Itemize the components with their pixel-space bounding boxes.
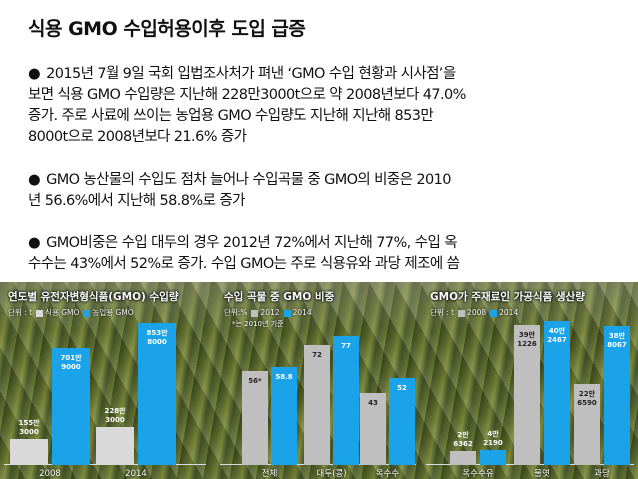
bar-value-label: 228만 3000 xyxy=(104,406,126,424)
category-label: 2008 xyxy=(39,469,61,479)
bar-value-label: 52 xyxy=(397,384,407,393)
legend-swatch xyxy=(458,309,466,317)
bar-value-label: 40만 2467 xyxy=(547,327,567,345)
bar: 72 xyxy=(304,344,330,465)
bullet-paragraph-3: ● GMO비중은 수입 대두의 경우 2012년 72%에서 지난해 77%, 수… xyxy=(28,233,614,275)
bar: 77 xyxy=(333,336,359,465)
legend-label: 2014 xyxy=(499,308,519,317)
bar: 4만 2190 xyxy=(480,430,506,465)
bar: 40만 2467 xyxy=(544,321,570,465)
legend-swatch xyxy=(251,309,259,317)
bar: 52 xyxy=(389,378,415,465)
category-label: 전체 xyxy=(261,469,278,479)
bar: 22만 6590 xyxy=(574,384,600,465)
bullet-line: GMO비중은 수입 대두의 경우 2012년 72%에서 지난해 77%, 수입… xyxy=(46,235,457,251)
bullet-line: GMO 농산물의 수입도 점차 늘어나 수입곡물 중 GMO의 비중은 2010 xyxy=(46,172,451,188)
legend-unit: 단위 : t xyxy=(8,308,33,317)
chart-legend: 단위:% 2012 2014 xyxy=(224,307,312,318)
category-label: 2014 xyxy=(125,469,147,479)
bullet-line: 수수는 43%에서 52%로 증가. 수입 GMO는 주로 식용유와 과당 제조… xyxy=(28,256,460,272)
chart-note: *는 2010년 기준 xyxy=(232,320,284,328)
chart-legend: 단위 : t 2008 2014 xyxy=(430,307,518,318)
bar: 38만 8067 xyxy=(604,326,630,465)
bar: 2만 6362 xyxy=(450,431,476,465)
bar-value-label: 58.8 xyxy=(275,372,293,381)
legend-label: 2014 xyxy=(292,308,312,317)
legend-label: 2008 xyxy=(467,308,487,317)
chart-title: GMO가 주재료인 가공식품 생산량 xyxy=(430,291,585,303)
bullet-line: 년 56.6%에서 지난해 58.8%로 증가 xyxy=(28,193,245,209)
legend-label: 2012 xyxy=(260,308,280,317)
page-title: 식용 GMO 수입허용이후 도입 급증 xyxy=(28,18,306,40)
legend-label: 농업용 GMO xyxy=(92,308,134,317)
bar-value-label: 853만 8000 xyxy=(146,328,168,346)
category-label: 옥수수 xyxy=(375,469,400,479)
category-label: 옥수수유 xyxy=(462,469,494,479)
bar-value-label: 155만 3000 xyxy=(18,419,40,437)
bullet-paragraph-1: ● 2015년 7월 9일 국회 입법조사처가 펴낸 ‘GMO 수입 현황과 시사… xyxy=(28,64,614,148)
bullet-dot: ● xyxy=(28,66,41,82)
bullet-line: 2015년 7월 9일 국회 입법조사처가 펴낸 ‘GMO 수입 현황과 시사점… xyxy=(46,66,456,82)
bullet-paragraph-2: ● GMO 농산물의 수입도 점차 늘어나 수입곡물 중 GMO의 비중은 201… xyxy=(28,170,614,212)
bar: 228만 3000 xyxy=(96,407,134,465)
bar: 43 xyxy=(360,393,386,465)
legend-swatch xyxy=(36,309,44,317)
legend-swatch xyxy=(83,309,91,317)
bullet-line: 8000t으로 2008년보다 21.6% 증가 xyxy=(28,129,247,145)
bar-value-label: 38만 8067 xyxy=(607,332,627,350)
legend-swatch xyxy=(490,309,498,317)
legend-unit: 단위 : t xyxy=(430,308,455,317)
category-label: 대두(콩) xyxy=(316,469,347,479)
bar: 853만 8000 xyxy=(138,322,176,465)
bar-value-label: 2만 6362 xyxy=(453,431,473,448)
chart-legend: 단위 : t 식용 GMO 농업용 GMO xyxy=(8,307,134,318)
bar-value-label: 701만 9000 xyxy=(60,354,82,372)
bar-value-label: 77 xyxy=(341,342,351,351)
bar-value-label: 39만 1226 xyxy=(517,331,537,349)
bar-value-label: 43 xyxy=(368,399,378,408)
legend-swatch xyxy=(283,309,291,317)
bar: 155만 3000 xyxy=(10,419,48,465)
bullet-line: 보면 식용 GMO 수입량은 지난해 228만3000t으로 약 2008년보다… xyxy=(28,87,466,103)
bar: 701만 9000 xyxy=(52,348,90,465)
chart-title: 수입 곡물 중 GMO 비중 xyxy=(224,291,335,303)
legend-label: 식용 GMO xyxy=(45,308,80,317)
bullet-line: 증가. 주로 사료에 쓰이는 농업용 GMO 수입량도 지난해 지난해 853만 xyxy=(28,108,434,124)
bar-value-label: 22만 6590 xyxy=(577,390,597,408)
bar-value-label: 56* xyxy=(248,377,262,386)
legend-unit: 단위:% xyxy=(224,308,248,317)
bar-value-label: 72 xyxy=(312,350,322,359)
bar: 39만 1226 xyxy=(514,325,540,465)
chart-title: 연도별 유전자변형식품(GMO) 수입량 xyxy=(8,291,179,303)
category-label: 과당 xyxy=(594,469,610,479)
bullet-dot: ● xyxy=(28,172,41,188)
bar: 56* xyxy=(242,371,268,465)
bullet-dot: ● xyxy=(28,235,41,251)
bar-value-label: 4만 2190 xyxy=(483,429,503,447)
category-label: 물엿 xyxy=(534,469,550,479)
bar: 58.8 xyxy=(271,366,297,465)
